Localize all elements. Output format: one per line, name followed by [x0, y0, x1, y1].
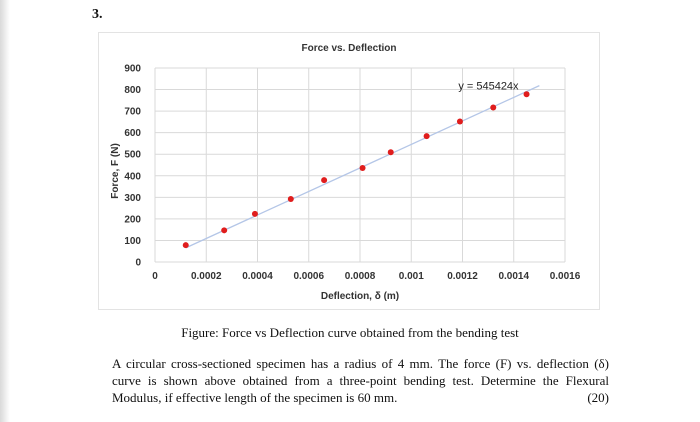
data-point: [456, 118, 463, 125]
x-tick-label: 0.0012: [447, 271, 478, 282]
y-tick-label: 600: [124, 128, 141, 139]
gridlines: [154, 67, 566, 263]
y-tick-label: 800: [124, 85, 141, 96]
y-tick-label: 100: [124, 236, 141, 247]
data-points: [182, 91, 530, 249]
problem-text: A circular cross-sectioned specimen has …: [112, 356, 609, 405]
marks-value: (20): [587, 390, 609, 405]
data-point: [321, 177, 328, 184]
y-tick-label: 300: [124, 193, 141, 204]
data-point: [423, 133, 430, 140]
data-point: [523, 91, 530, 98]
x-tick-label: 0.0002: [191, 271, 222, 282]
x-tick-label: 0.0008: [345, 271, 376, 282]
x-tick-label: 0.0004: [242, 271, 273, 282]
data-point: [287, 196, 294, 203]
data-point: [359, 165, 366, 172]
figure-caption: Figure: Force vs Deflection curve obtain…: [181, 325, 519, 340]
data-point: [387, 149, 394, 156]
chart-title: Force vs. Deflection: [301, 43, 396, 54]
x-tick-label: 0.001: [399, 271, 424, 282]
page-edge-shadow: [0, 0, 10, 422]
x-tick-label: 0.0006: [293, 271, 324, 282]
data-point: [490, 104, 497, 111]
x-tick-label: 0.0016: [550, 271, 581, 282]
force-deflection-chart: Force vs. Deflection 0 100 200 300 400 500 600…: [110, 43, 581, 302]
y-tick-label: 700: [124, 107, 141, 118]
x-tick-label: 0: [152, 271, 158, 282]
question-number: 3.: [92, 7, 103, 22]
y-tick-label: 500: [124, 150, 141, 161]
y-tick-label: 200: [124, 214, 141, 225]
x-tick-label: 0.0014: [498, 271, 529, 282]
y-tick-labels: 0 100 200 300 400 500 600 700 800 900: [124, 64, 141, 269]
problem-statement: A circular cross-sectioned specimen has …: [112, 355, 609, 406]
y-axis-label: Force, F (N): [110, 143, 121, 199]
y-tick-label: 0: [135, 258, 141, 269]
chart-frame: Force vs. Deflection 0 100 200 300 400 500 600…: [98, 32, 600, 310]
y-tick-label: 900: [124, 64, 141, 75]
x-tick-labels: 0 0.0002 0.0004 0.0006 0.0008 0.001 0.0012 0.00…: [152, 271, 581, 282]
data-point: [221, 227, 228, 234]
x-axis-label: Deflection, δ (m): [321, 291, 399, 302]
data-point: [182, 242, 189, 249]
trendline-equation: y = 545424x: [458, 81, 519, 93]
y-tick-label: 400: [124, 171, 141, 182]
data-point: [251, 210, 258, 217]
